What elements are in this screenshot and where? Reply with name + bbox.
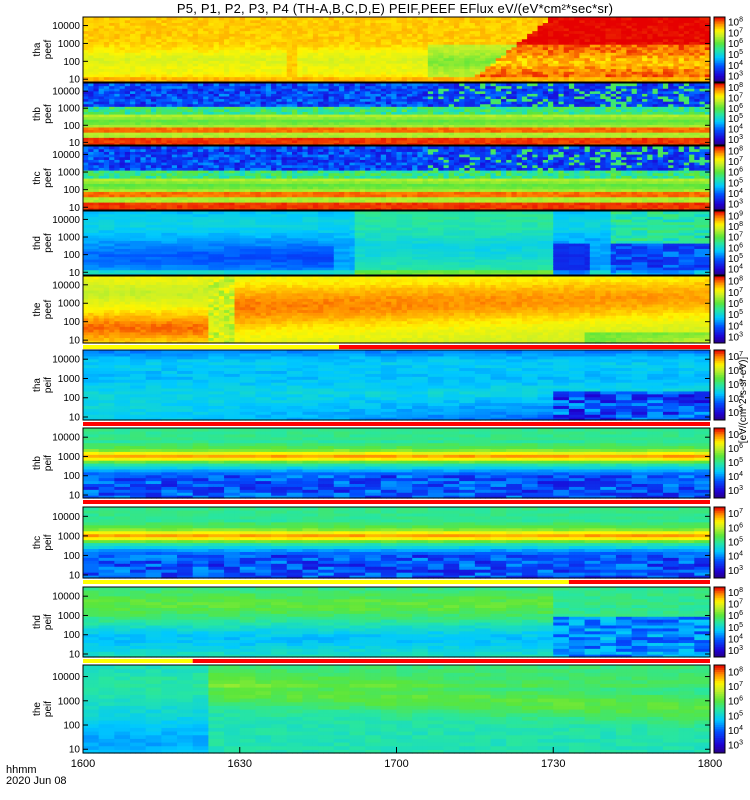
panel-label: tha [32, 42, 43, 56]
heatmap-cells [83, 83, 711, 146]
y-tick-label: 1000 [58, 39, 81, 50]
heatmap-cells [83, 17, 711, 83]
panel-label: peef [43, 40, 54, 60]
colorbar-tick-label: 103 [728, 71, 743, 83]
y-tick-label: 10 [69, 75, 81, 86]
y-tick-label: 10000 [52, 21, 80, 32]
y-tick-label: 100 [63, 57, 80, 68]
